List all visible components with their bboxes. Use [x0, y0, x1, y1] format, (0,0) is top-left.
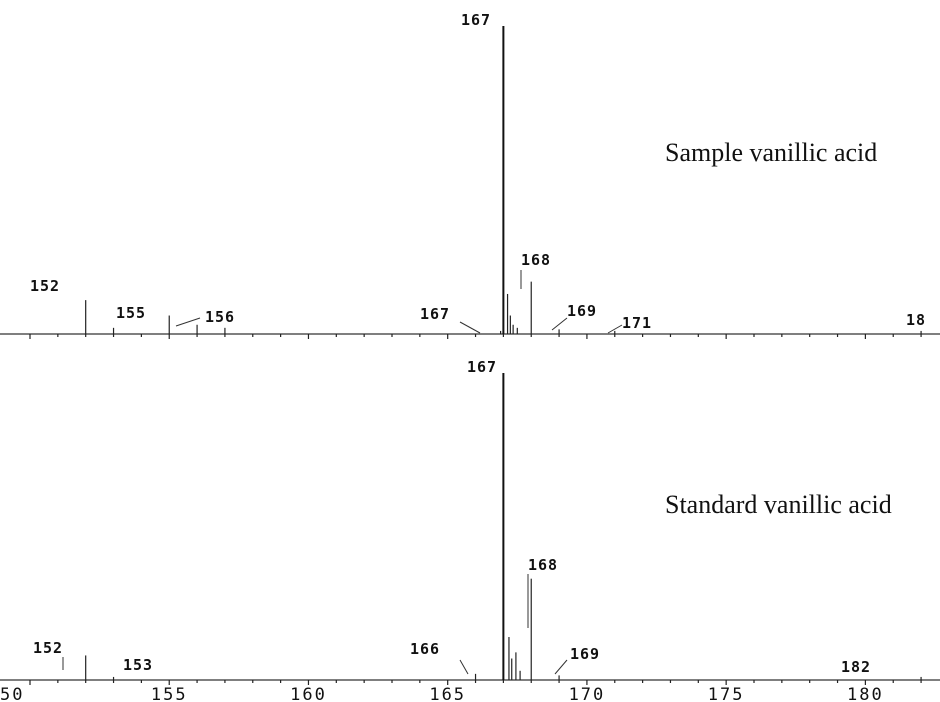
peak-label: 18 — [906, 311, 926, 329]
series-caption: Sample vanillic acid — [665, 138, 877, 167]
peak-leader-line — [551, 317, 568, 331]
peak-leader-line — [175, 317, 201, 327]
x-tick-label: 170 — [569, 685, 606, 702]
peak-label: 182 — [841, 658, 871, 676]
x-tick-label: 50 — [0, 685, 24, 702]
spectrum-panel-1: Sample vanillic acid 152 155 156 167 167 168 16… — [0, 11, 940, 339]
peak-label: 152 — [33, 639, 63, 657]
peak-label: 169 — [567, 302, 597, 320]
peak-label: 152 — [30, 277, 60, 295]
peak-label: 155 — [116, 304, 146, 322]
x-tick-label: 180 — [847, 685, 884, 702]
spectrum-panel-2: Standard vanillic acid 152 153 166 167 168 169… — [0, 358, 940, 702]
peak-label: 156 — [205, 308, 235, 326]
spectra-panels: Sample vanillic acid 152 155 156 167 167 168 16… — [0, 11, 940, 702]
x-tick-label: 175 — [708, 685, 745, 702]
peak-label: 167 — [420, 305, 450, 323]
peak-leader-line — [459, 321, 481, 334]
peak-label: 169 — [570, 645, 600, 663]
peak-label: 168 — [521, 251, 551, 269]
peak-label: 171 — [622, 314, 652, 332]
peak-leader-line — [459, 659, 469, 675]
x-tick-label: 160 — [290, 685, 327, 702]
peak-leader-line — [607, 324, 623, 334]
peak-leader-line — [554, 659, 568, 675]
x-tick-label: 155 — [151, 685, 188, 702]
x-tick-label: 165 — [429, 685, 466, 702]
peak-label: 167 — [467, 358, 497, 376]
peak-label: 167 — [461, 11, 491, 29]
peak-label: 166 — [410, 640, 440, 658]
peak-label: 168 — [528, 556, 558, 574]
series-caption: Standard vanillic acid — [665, 490, 892, 519]
peak-label: 153 — [123, 656, 153, 674]
